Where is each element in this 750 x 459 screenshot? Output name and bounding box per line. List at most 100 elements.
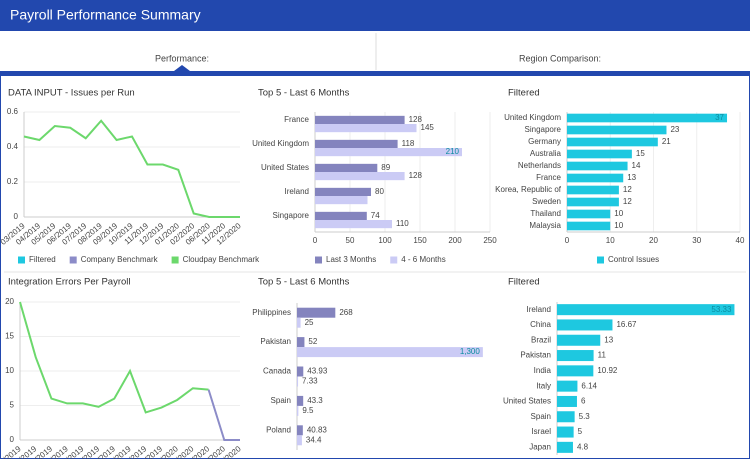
value-label: 210: [446, 147, 460, 156]
x-tick-label: 10: [606, 236, 615, 245]
category-label: Canada: [263, 367, 292, 376]
bar: [557, 350, 594, 362]
bar: [315, 196, 368, 205]
chart-title: Integration Errors Per Payroll: [8, 277, 131, 288]
value-label: 74: [371, 211, 380, 220]
bar: [297, 366, 304, 377]
value-label: 13: [604, 335, 613, 344]
category-label: India: [534, 366, 552, 375]
bar: [297, 317, 301, 328]
category-label: Italy: [536, 381, 551, 390]
category-label: China: [530, 320, 551, 329]
value-label: 6.14: [581, 381, 597, 390]
value-label: 34.4: [306, 435, 322, 444]
bar: [315, 211, 367, 220]
value-label: 14: [632, 161, 641, 170]
category-label: Australia: [530, 149, 562, 158]
value-label: 7.33: [302, 377, 318, 386]
legend-label: 4 - 6 Months: [401, 255, 445, 264]
bar: [557, 365, 594, 377]
legend-swatch: [69, 256, 77, 264]
bar: [557, 411, 575, 423]
tab-strip: [0, 31, 750, 71]
x-tick-label: 0: [313, 236, 318, 245]
value-label: 10: [614, 209, 623, 218]
category-label: Singapore: [525, 125, 562, 134]
value-label: 10.92: [597, 366, 618, 375]
bar: [567, 113, 728, 123]
category-label: Japan: [529, 442, 551, 451]
value-label: 12: [623, 197, 632, 206]
value-label: 5: [578, 427, 583, 436]
value-label: 10: [614, 221, 623, 230]
value-label: 25: [305, 318, 314, 327]
line-series: [207, 389, 240, 441]
y-tick-label: 15: [5, 332, 14, 341]
legend-swatch: [171, 256, 179, 264]
bar: [315, 163, 378, 172]
close-button[interactable]: [737, 75, 746, 84]
bar: [315, 115, 405, 124]
legend-label: Control Issues: [608, 255, 659, 264]
legend-swatch: [597, 256, 604, 264]
category-label: Germany: [528, 137, 561, 146]
y-tick-label: 5: [10, 401, 15, 410]
bar: [315, 172, 405, 181]
tab[interactable]: Region Comparison:: [519, 53, 601, 63]
value-label: 110: [396, 219, 409, 228]
value-label: 13: [627, 173, 636, 182]
bar: [315, 124, 417, 133]
x-tick-label: 20: [649, 236, 658, 245]
value-label: 128: [409, 171, 423, 180]
bar: [567, 173, 624, 183]
x-tick-label: 30: [692, 236, 701, 245]
bar: [557, 380, 578, 392]
chart-title: Filtered: [508, 88, 540, 99]
bar: [297, 307, 336, 318]
bar: [315, 220, 392, 229]
x-tick-label: 200: [448, 236, 462, 245]
bar: [297, 337, 305, 348]
value-label: 89: [381, 163, 390, 172]
bar: [557, 395, 577, 407]
category-label: Korea, Republic of: [495, 185, 562, 194]
value-label: 1,300: [460, 347, 481, 356]
header-bar: [0, 0, 750, 31]
category-label: Ireland: [285, 187, 309, 196]
category-label: United States: [503, 397, 551, 406]
category-label: Israel: [531, 427, 551, 436]
legend-swatch: [390, 256, 398, 264]
category-label: Philippines: [252, 308, 291, 317]
value-label: 43.3: [307, 396, 323, 405]
category-label: Poland: [266, 425, 291, 434]
value-label: 268: [339, 308, 353, 317]
y-tick-label: 0: [10, 435, 15, 444]
category-label: Netherlands: [518, 161, 561, 170]
x-tick-label: 0: [565, 236, 570, 245]
value-label: 118: [402, 139, 415, 148]
tab[interactable]: Performance:: [155, 53, 209, 63]
y-tick-label: 0.6: [7, 107, 19, 116]
category-label: Malaysia: [529, 221, 561, 230]
category-label: France: [284, 115, 309, 124]
tab-indicator: [0, 65, 750, 75]
category-label: Singapore: [273, 211, 310, 220]
category-label: Brazil: [531, 335, 551, 344]
y-tick-label: 20: [5, 297, 14, 306]
legend-label: Cloudpay Benchmark: [183, 255, 260, 264]
category-label: Pakistan: [260, 337, 291, 346]
value-label: 40.83: [307, 425, 328, 434]
bar: [567, 137, 658, 147]
category-label: United Kingdom: [504, 113, 561, 122]
value-label: 80: [375, 187, 384, 196]
legend-label: Filtered: [29, 255, 56, 264]
value-label: 15: [636, 149, 645, 158]
bar: [315, 148, 462, 157]
value-label: 21: [662, 137, 671, 146]
x-tick-label: 50: [346, 236, 355, 245]
category-label: Sweden: [532, 197, 561, 206]
category-label: Thailand: [530, 209, 561, 218]
bar: [315, 187, 371, 196]
category-label: France: [536, 173, 561, 182]
